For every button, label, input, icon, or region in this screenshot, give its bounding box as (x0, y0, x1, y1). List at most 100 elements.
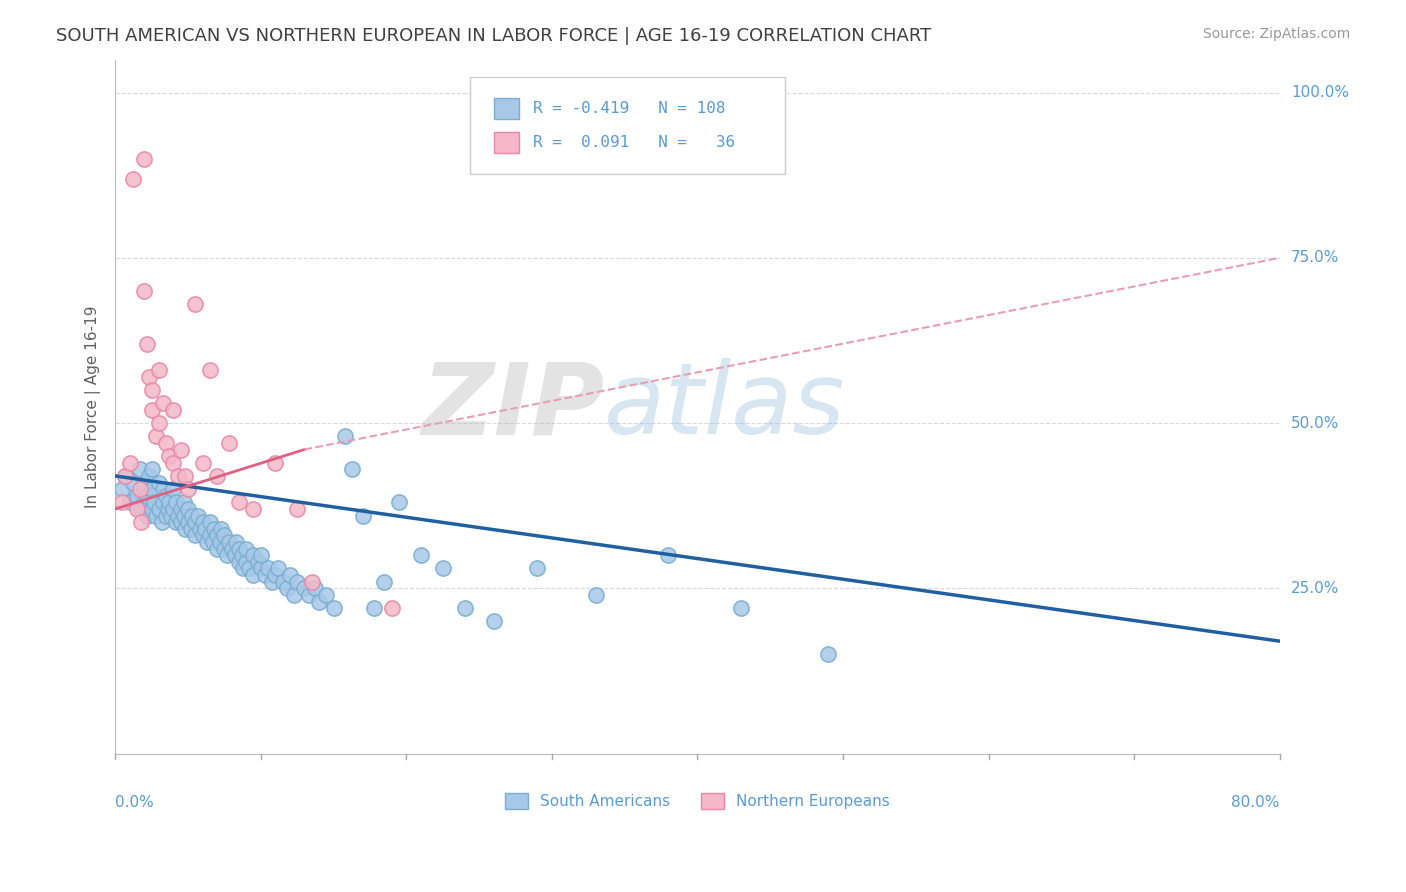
Point (131, 515, 153, 529)
Point (111, 495, 134, 509)
Point (308, 594, 330, 608)
Point (301, 574, 323, 589)
Point (214, 541, 236, 556)
Point (162, 502, 184, 516)
Point (141, 462, 163, 476)
Point (285, 502, 308, 516)
Point (150, 515, 173, 529)
Point (218, 436, 240, 450)
Text: 75.0%: 75.0% (1291, 251, 1339, 265)
Point (198, 528, 221, 542)
Point (271, 574, 294, 589)
Point (228, 541, 250, 556)
Point (141, 482, 163, 496)
Point (141, 402, 163, 417)
Point (238, 561, 260, 575)
Point (235, 541, 257, 556)
Point (232, 561, 254, 575)
Point (198, 363, 221, 377)
Point (121, 475, 143, 490)
Point (156, 502, 179, 516)
Point (278, 568, 301, 582)
Point (141, 502, 163, 516)
Point (162, 402, 184, 417)
Point (166, 508, 188, 523)
Point (201, 535, 224, 549)
Point (152, 495, 174, 509)
Point (231, 548, 253, 562)
Point (264, 456, 287, 470)
Point (224, 548, 246, 562)
Point (526, 561, 548, 575)
Point (155, 508, 177, 523)
Point (184, 515, 207, 529)
Point (276, 582, 298, 596)
Point (184, 297, 207, 311)
Point (249, 548, 271, 562)
Point (155, 489, 177, 503)
Point (335, 429, 357, 443)
Point (254, 568, 277, 582)
Point (195, 535, 218, 549)
Text: 50.0%: 50.0% (1291, 416, 1339, 431)
Point (205, 541, 228, 556)
Point (111, 482, 134, 496)
Legend: South Americans, Northern Europeans: South Americans, Northern Europeans (499, 787, 896, 815)
Point (152, 396, 174, 410)
Point (363, 601, 385, 615)
Point (131, 502, 153, 516)
Text: Source: ZipAtlas.com: Source: ZipAtlas.com (1202, 27, 1350, 41)
Point (145, 508, 167, 523)
Point (184, 528, 207, 542)
Point (173, 508, 195, 523)
Point (134, 482, 156, 496)
Point (217, 548, 239, 562)
Point (194, 522, 217, 536)
Text: R =  0.091   N =   36: R = 0.091 N = 36 (533, 136, 735, 151)
Point (294, 582, 316, 596)
Text: 80.0%: 80.0% (1232, 795, 1279, 810)
Point (129, 462, 152, 476)
Point (157, 449, 180, 463)
Point (136, 336, 159, 351)
Point (141, 383, 163, 397)
Point (155, 436, 177, 450)
Point (225, 535, 247, 549)
Point (125, 502, 148, 516)
Point (177, 482, 200, 496)
Point (482, 615, 505, 629)
Text: SOUTH AMERICAN VS NORTHERN EUROPEAN IN LABOR FORCE | AGE 16-19 CORRELATION CHART: SOUTH AMERICAN VS NORTHERN EUROPEAN IN L… (56, 27, 932, 45)
Point (136, 489, 159, 503)
FancyBboxPatch shape (494, 132, 519, 153)
Point (191, 528, 214, 542)
Point (191, 456, 214, 470)
Point (221, 541, 243, 556)
Text: 100.0%: 100.0% (1291, 85, 1348, 100)
Point (121, 171, 143, 186)
Point (174, 522, 197, 536)
Point (235, 555, 257, 569)
Point (136, 508, 159, 523)
Point (242, 502, 264, 516)
Point (187, 508, 209, 523)
Point (170, 502, 193, 516)
Point (165, 495, 187, 509)
Y-axis label: In Labor Force | Age 16-19: In Labor Force | Age 16-19 (86, 305, 101, 508)
Point (409, 548, 432, 562)
Point (267, 561, 290, 575)
Point (170, 442, 193, 457)
Text: R = -0.419   N = 108: R = -0.419 N = 108 (533, 101, 725, 116)
Point (262, 574, 284, 589)
Point (322, 601, 344, 615)
FancyBboxPatch shape (494, 98, 519, 119)
Point (214, 528, 236, 542)
Point (162, 456, 184, 470)
Point (298, 588, 321, 602)
Point (118, 456, 141, 470)
Point (315, 588, 337, 602)
Text: 0.0%: 0.0% (115, 795, 153, 810)
Point (181, 508, 204, 523)
FancyBboxPatch shape (471, 77, 785, 174)
Text: atlas: atlas (605, 358, 846, 455)
Point (134, 495, 156, 509)
